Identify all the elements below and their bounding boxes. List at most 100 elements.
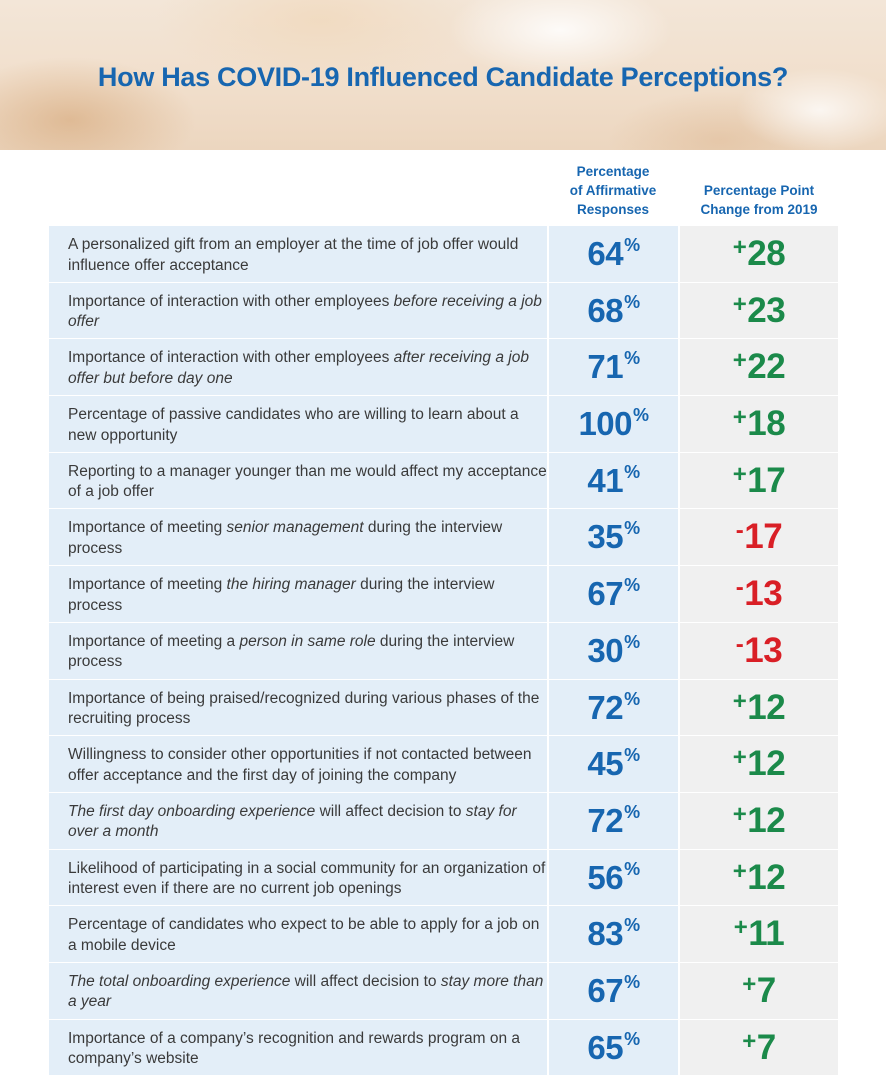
point-change: +12 [680, 849, 838, 906]
row-label: Importance of meeting senior management … [49, 509, 547, 566]
change-sign: + [732, 290, 747, 318]
change-value: 12 [747, 744, 786, 784]
table-row: Likelihood of participating in a social … [49, 849, 838, 907]
affirmative-percentage: 65% [549, 1019, 678, 1076]
percentage-value: 72 [587, 801, 624, 839]
percent-sign: % [624, 745, 640, 766]
row-label-text: will affect decision to [290, 972, 441, 990]
change-value: 12 [747, 857, 786, 897]
change-sign: + [732, 800, 747, 828]
percentage-value: 65 [587, 1028, 624, 1066]
percent-sign: % [624, 915, 640, 936]
row-label-text: The first day onboarding experience [68, 802, 316, 820]
row-label-text: after receiving a job offer but before d… [68, 349, 529, 387]
affirmative-percentage: 64% [549, 226, 678, 282]
affirmative-percentage: 72% [549, 679, 678, 736]
change-sign: - [735, 517, 744, 545]
percent-sign: % [624, 631, 640, 652]
row-label: Importance of being praised/recognized d… [49, 679, 547, 736]
page-title: How Has COVID-19 Influenced Candidate Pe… [97, 62, 789, 92]
change-value: 17 [744, 517, 783, 557]
percentage-value: 45 [587, 745, 624, 783]
table-row: The total onboarding experience will aff… [49, 962, 838, 1020]
table-row: Importance of a company’s recognition an… [49, 1019, 838, 1077]
table-row: Importance of meeting a person in same r… [49, 622, 838, 680]
change-sign: - [735, 630, 744, 658]
percentage-value: 56 [587, 858, 624, 896]
table-row: The first day onboarding experience will… [49, 792, 838, 850]
percent-sign: % [624, 518, 640, 539]
change-value: 28 [747, 234, 786, 273]
row-label-text: during the interview process [68, 576, 495, 614]
percentage-value: 30 [587, 631, 624, 669]
percent-sign: % [624, 688, 640, 709]
results-table: A personalized gift from an employer at … [49, 226, 838, 1077]
point-change: +17 [680, 452, 838, 509]
point-change: +22 [680, 339, 838, 396]
affirmative-percentage: 30% [549, 622, 678, 679]
row-label-text: Percentage of passive candidates who are… [68, 406, 519, 444]
change-sign: + [732, 744, 747, 772]
row-label-text: will affect decision to [315, 802, 466, 820]
row-label-text: Importance of being praised/recognized d… [68, 689, 540, 728]
change-value: 18 [747, 404, 786, 444]
change-value: 12 [747, 800, 786, 840]
row-label: Percentage of passive candidates who are… [49, 396, 547, 452]
row-label-text: Importance of interaction with other emp… [68, 292, 394, 310]
row-label: Reporting to a manager younger than me w… [49, 452, 547, 509]
affirmative-percentage: 100% [549, 396, 678, 452]
affirmative-percentage: 67% [549, 566, 678, 622]
row-label-text: Importance of interaction with other emp… [68, 349, 394, 367]
row-label-text: during the interview process [68, 632, 515, 671]
row-label-text: Importance of a company’s recognition an… [68, 1029, 521, 1068]
point-change: -13 [680, 566, 838, 622]
affirmative-percentage: 35% [549, 509, 678, 566]
change-value: 22 [747, 347, 786, 387]
row-label-text: Importance of meeting a [68, 632, 240, 650]
affirmative-percentage: 68% [549, 282, 678, 339]
row-label: Importance of interaction with other emp… [49, 339, 547, 396]
percentage-value: 83 [587, 915, 624, 953]
table-row: Percentage of candidates who expect to b… [49, 906, 838, 963]
point-change: +7 [680, 962, 838, 1019]
percent-sign: % [624, 801, 640, 822]
row-label-text: stay for over a month [68, 802, 517, 841]
percentage-value: 67 [587, 971, 624, 1009]
percentage-value: 41 [587, 461, 624, 499]
row-label: Importance of a company’s recognition an… [49, 1019, 547, 1076]
row-label-text: Willingness to consider other opportunit… [68, 746, 532, 784]
row-label-text: A personalized gift from an employer at … [68, 236, 519, 274]
table-row: Importance of meeting senior management … [49, 509, 838, 567]
row-label-text: Importance of meeting [68, 519, 227, 537]
percent-sign: % [624, 291, 640, 312]
percent-sign: % [633, 405, 649, 426]
change-sign: + [733, 914, 748, 942]
column-header-percentage: Percentage of Affirmative Responses [569, 164, 657, 217]
row-label: The total onboarding experience will aff… [49, 962, 547, 1019]
row-label: Importance of meeting the hiring manager… [49, 566, 547, 622]
change-value: 11 [748, 914, 785, 954]
row-label: Likelihood of participating in a social … [49, 849, 547, 906]
point-change: +18 [680, 396, 838, 452]
point-change: +12 [680, 679, 838, 736]
change-sign: + [732, 404, 747, 432]
point-change: +7 [680, 1019, 838, 1076]
row-label-text: Percentage of candidates who expect to b… [68, 916, 540, 954]
change-value: 13 [744, 630, 783, 670]
percentage-value: 72 [587, 688, 624, 726]
table-row: Importance of interaction with other emp… [49, 282, 838, 340]
point-change: -13 [680, 622, 838, 679]
column-header-change: Percentage Point Change from 2019 [700, 183, 818, 217]
affirmative-percentage: 56% [549, 849, 678, 906]
table-row: Importance of interaction with other emp… [49, 339, 838, 397]
change-sign: + [732, 857, 747, 885]
change-sign: + [742, 970, 756, 998]
change-sign: + [732, 687, 747, 715]
affirmative-percentage: 67% [549, 962, 678, 1019]
point-change: +23 [680, 282, 838, 339]
percent-sign: % [624, 235, 640, 255]
table-row: A personalized gift from an employer at … [49, 226, 838, 283]
change-value: 7 [756, 1027, 776, 1067]
row-label-text: stay more than a year [68, 972, 544, 1011]
point-change: +12 [680, 792, 838, 849]
